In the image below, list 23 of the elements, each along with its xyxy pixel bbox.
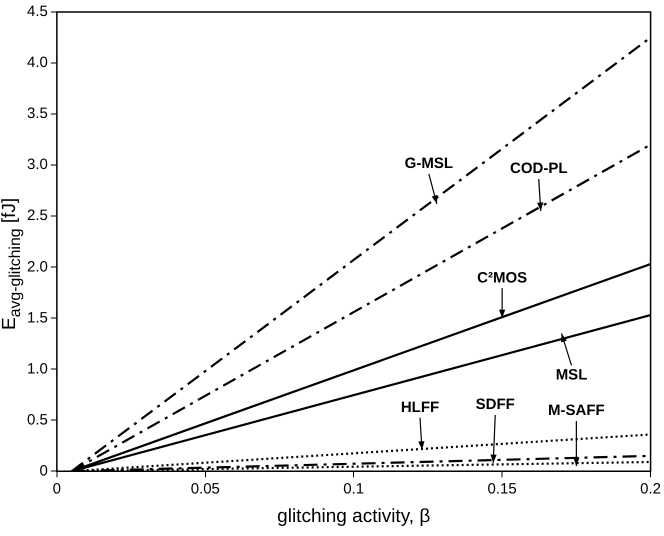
- annotation: HLFF: [400, 398, 440, 416]
- y-tick-label: 1.0: [26, 360, 48, 378]
- annotation: COD-PL: [510, 160, 568, 178]
- annotation: SDFF: [476, 396, 515, 414]
- annotation: M-SAFF: [548, 402, 605, 420]
- y-tick-label: 0.5: [26, 411, 48, 428]
- y-tick-label: 4.0: [26, 54, 48, 72]
- y-tick-label: 3.5: [26, 105, 48, 122]
- y-tick-label: 3.0: [26, 156, 48, 174]
- y-tick-label: 2.5: [26, 207, 48, 224]
- x-tick-label: 0.1: [343, 480, 364, 498]
- x-tick-label: 0: [52, 480, 62, 498]
- annotation: MSL: [556, 366, 588, 384]
- annotation: C²MOS: [477, 269, 528, 286]
- x-tick-label: 0.2: [640, 480, 662, 498]
- x-tick-label: 0.15: [488, 480, 517, 498]
- y-tick-label: 4.5: [26, 3, 48, 20]
- x-tick-label: 0.05: [190, 480, 220, 498]
- y-tick-label: 2.0: [26, 258, 48, 276]
- y-tick-label: 1.5: [26, 309, 48, 326]
- annotation: G-MSL: [404, 154, 453, 172]
- x-axis-title: glitching activity, β: [277, 506, 430, 527]
- y-tick-label: 0: [40, 462, 48, 480]
